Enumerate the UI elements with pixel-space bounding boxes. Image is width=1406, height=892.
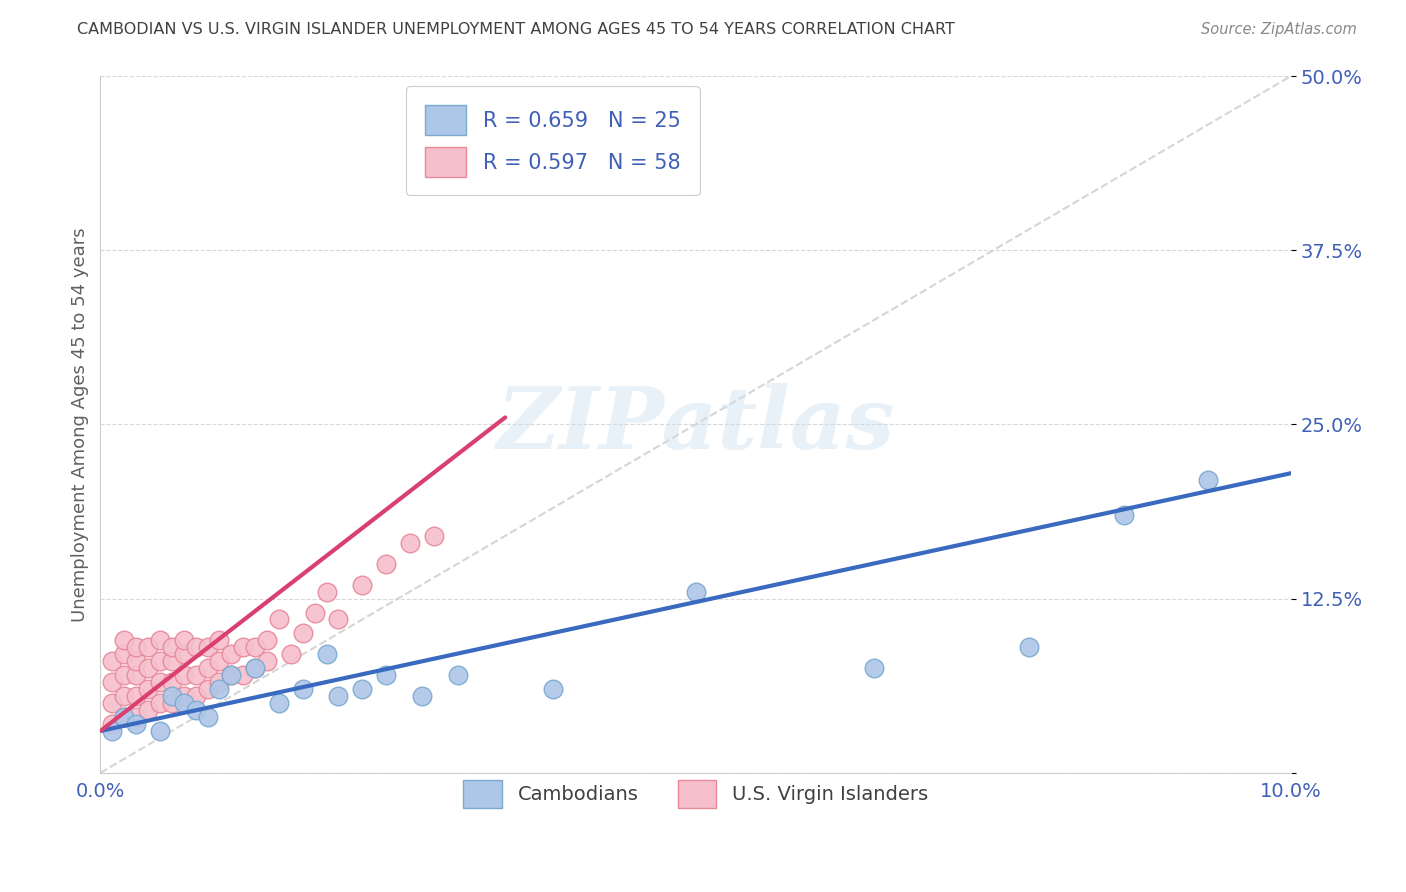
Legend: Cambodians, U.S. Virgin Islanders: Cambodians, U.S. Virgin Islanders	[456, 772, 936, 815]
Point	[101, 654, 124, 668]
Point	[125, 668, 148, 682]
Point	[112, 648, 135, 662]
Point	[232, 640, 254, 655]
Point	[328, 612, 350, 626]
Point	[221, 648, 243, 662]
Point	[125, 717, 148, 731]
Point	[112, 710, 135, 724]
Point	[422, 529, 444, 543]
Point	[208, 675, 231, 690]
Point	[221, 668, 243, 682]
Point	[184, 689, 207, 703]
Point	[101, 675, 124, 690]
Point	[184, 703, 207, 717]
Point	[648, 96, 671, 111]
Point	[160, 675, 183, 690]
Point	[232, 668, 254, 682]
Point	[112, 710, 135, 724]
Point	[173, 696, 195, 710]
Point	[149, 696, 172, 710]
Point	[399, 536, 422, 550]
Point	[136, 640, 159, 655]
Point	[112, 668, 135, 682]
Point	[173, 633, 195, 648]
Point	[136, 661, 159, 675]
Point	[184, 640, 207, 655]
Text: ZIPatlas: ZIPatlas	[496, 383, 894, 467]
Point	[267, 696, 290, 710]
Point	[125, 710, 148, 724]
Point	[149, 675, 172, 690]
Point	[267, 612, 290, 626]
Point	[256, 654, 278, 668]
Point	[173, 668, 195, 682]
Point	[160, 654, 183, 668]
Point	[125, 640, 148, 655]
Point	[208, 654, 231, 668]
Point	[375, 557, 398, 571]
Point	[101, 717, 124, 731]
Point	[541, 682, 564, 697]
Point	[173, 648, 195, 662]
Point	[149, 654, 172, 668]
Point	[197, 640, 219, 655]
Point	[149, 723, 172, 738]
Point	[291, 626, 314, 640]
Point	[197, 661, 219, 675]
Point	[208, 682, 231, 697]
Point	[1197, 473, 1219, 487]
Point	[173, 689, 195, 703]
Point	[291, 682, 314, 697]
Point	[304, 606, 326, 620]
Point	[352, 682, 374, 697]
Point	[160, 640, 183, 655]
Point	[446, 668, 468, 682]
Point	[685, 584, 707, 599]
Point	[243, 661, 266, 675]
Point	[208, 633, 231, 648]
Point	[243, 640, 266, 655]
Text: CAMBODIAN VS U.S. VIRGIN ISLANDER UNEMPLOYMENT AMONG AGES 45 TO 54 YEARS CORRELA: CAMBODIAN VS U.S. VIRGIN ISLANDER UNEMPL…	[77, 22, 955, 37]
Point	[112, 633, 135, 648]
Point	[1114, 508, 1136, 522]
Y-axis label: Unemployment Among Ages 45 to 54 years: Unemployment Among Ages 45 to 54 years	[72, 227, 89, 622]
Point	[112, 689, 135, 703]
Point	[243, 661, 266, 675]
Point	[411, 689, 433, 703]
Point	[101, 696, 124, 710]
Point	[315, 584, 337, 599]
Point	[328, 689, 350, 703]
Point	[125, 689, 148, 703]
Point	[149, 633, 172, 648]
Point	[101, 723, 124, 738]
Point	[197, 682, 219, 697]
Point	[1018, 640, 1040, 655]
Point	[352, 577, 374, 591]
Point	[160, 689, 183, 703]
Point	[256, 633, 278, 648]
Text: Source: ZipAtlas.com: Source: ZipAtlas.com	[1201, 22, 1357, 37]
Point	[136, 703, 159, 717]
Point	[863, 661, 886, 675]
Point	[315, 648, 337, 662]
Point	[136, 682, 159, 697]
Point	[125, 654, 148, 668]
Point	[160, 696, 183, 710]
Point	[280, 648, 302, 662]
Point	[197, 710, 219, 724]
Point	[375, 668, 398, 682]
Point	[184, 668, 207, 682]
Point	[221, 668, 243, 682]
